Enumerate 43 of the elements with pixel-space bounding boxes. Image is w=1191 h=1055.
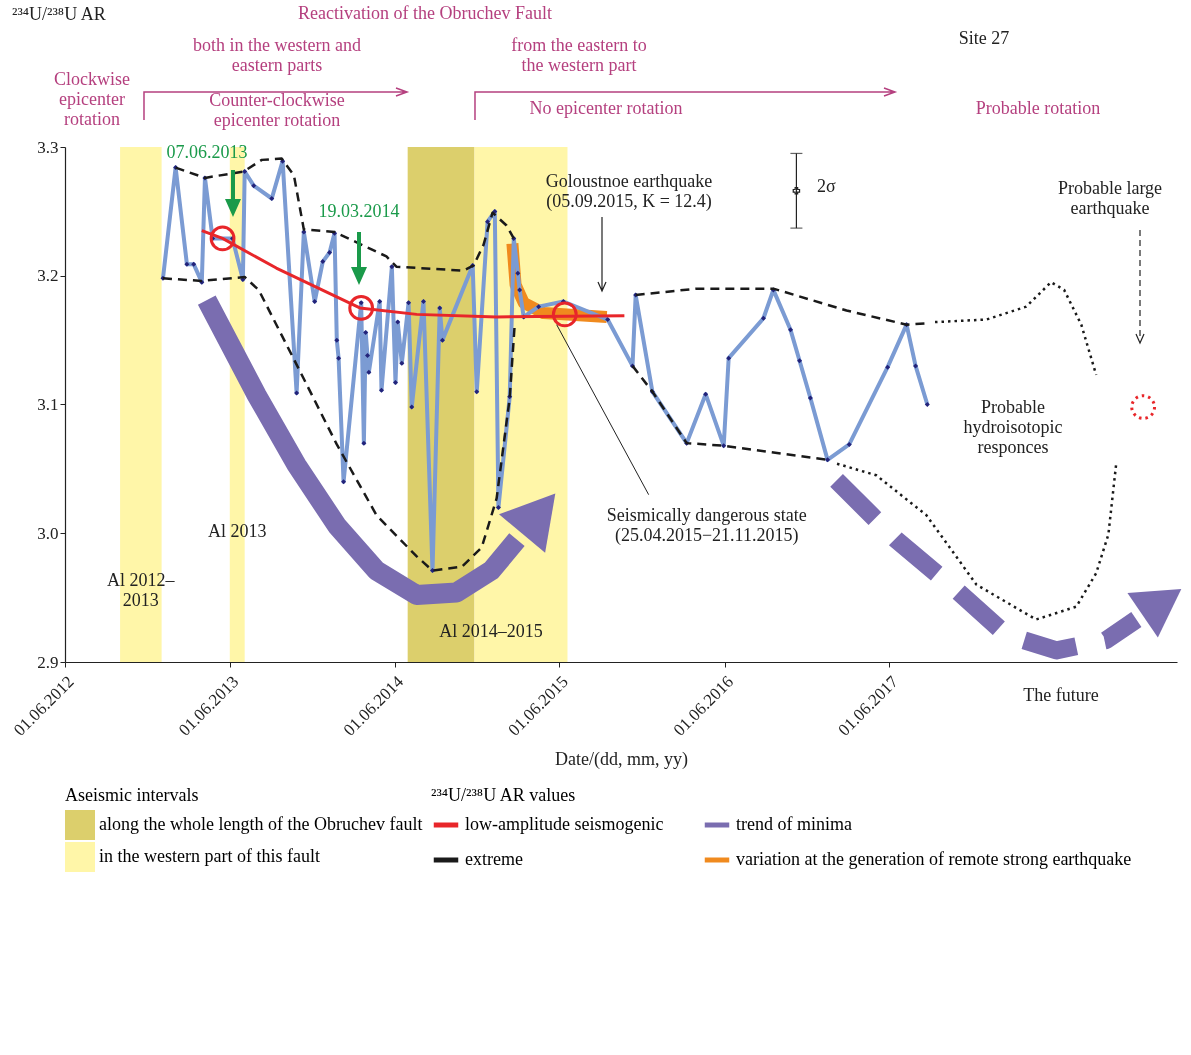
text: Site 27 xyxy=(958,28,1010,48)
text: Counter-clockwise epicenter rotation xyxy=(209,90,345,130)
annotation: Probable large earthquake xyxy=(1057,178,1163,218)
annotation: Seismically dangerous state (25.04.2015−21.11.2015) xyxy=(606,504,807,546)
line-series xyxy=(161,275,516,572)
annotation: 07.06.2013 xyxy=(166,142,248,162)
annotation: 19.03.2014 xyxy=(318,201,400,221)
line-series xyxy=(933,280,1098,377)
legend-title: ²³⁴U/²³⁸U AR values xyxy=(431,785,576,805)
point xyxy=(209,225,236,252)
y-tick-label: 3.1 xyxy=(37,395,59,414)
annotation: Probable hydroisotopic responces xyxy=(963,397,1063,457)
legend-label: variation at the generation of remote strong earthquake xyxy=(736,849,1132,869)
text: Clockwise epicenter rotation xyxy=(54,69,130,129)
y-tick-label: 2.9 xyxy=(37,652,59,672)
legend-label: trend of minima xyxy=(736,814,852,834)
annotation: 2σ xyxy=(817,176,836,196)
legend-label: extreme xyxy=(465,849,523,869)
band-label: Al 2012– 2013 xyxy=(107,570,176,610)
annotation: Goloustnoe earthquake (05.09.2015, K = 12.4) xyxy=(545,171,713,212)
text: both in the western and eastern parts xyxy=(193,35,361,75)
line-series xyxy=(835,462,1118,621)
point xyxy=(348,295,375,321)
band-label: Al 2014–2015 xyxy=(439,621,543,641)
text: The future xyxy=(1023,685,1099,705)
legend-label: along the whole length of the Obruchev fault xyxy=(99,814,423,834)
text: ²³⁴U/²³⁸U AR xyxy=(12,4,106,24)
band-label: Al 2013 xyxy=(207,521,267,541)
point xyxy=(551,301,578,328)
y-tick-label: 3.0 xyxy=(37,523,59,543)
text: Reactivation of the Obruchev Fault xyxy=(298,3,552,23)
x-axis-title: Date/(dd, mm, yy) xyxy=(555,748,688,770)
text: Aseismic intervals xyxy=(65,785,199,805)
point xyxy=(1130,394,1157,420)
text: No epicenter rotation xyxy=(529,98,683,118)
text: from the eastern to the western part xyxy=(511,35,647,75)
text: in the western part of this fault xyxy=(99,846,320,866)
text: Probable rotation xyxy=(975,98,1101,118)
legend-label: low-amplitude seismogenic xyxy=(465,814,664,834)
line-series xyxy=(174,157,516,272)
point xyxy=(792,187,801,195)
y-tick-label: 3.3 xyxy=(37,137,59,157)
y-tick-label: 3.2 xyxy=(37,266,59,286)
